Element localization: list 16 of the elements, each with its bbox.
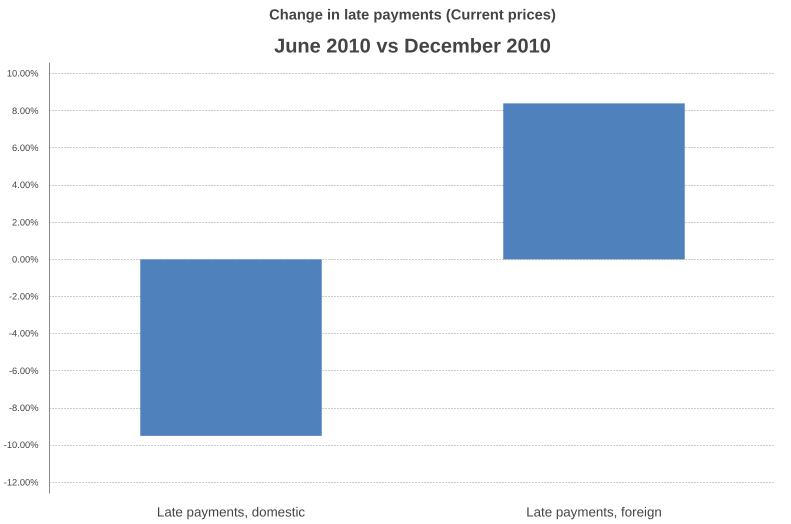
y-tick-label: 8.00% [12,106,39,116]
y-tick-label: -6.00% [8,366,39,376]
y-tick-label: -8.00% [8,403,39,414]
y-tick-label: -4.00% [8,328,39,339]
chart-subtitle: June 2010 vs December 2010 [274,36,551,58]
y-tick-label: 10.00% [6,68,39,79]
y-tick-label: 0.00% [12,254,39,264]
y-tick-label: 2.00% [12,217,39,228]
y-tick-label: 4.00% [12,180,39,190]
y-tick-label: -12.00% [4,477,39,488]
chart-title: Change in late payments (Current prices) [269,8,556,24]
y-tick-label: 6.00% [12,142,39,153]
x-tick-label: Late payments, foreign [526,504,662,520]
y-tick-label: -10.00% [4,440,39,450]
y-tick-label: -2.00% [8,292,39,302]
x-tick-label: Late payments, domestic [156,504,306,520]
